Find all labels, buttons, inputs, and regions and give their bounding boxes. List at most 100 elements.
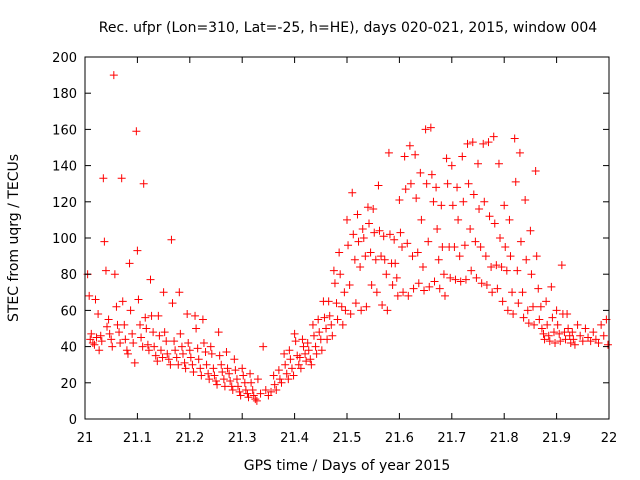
data-point [569, 335, 578, 344]
data-point [481, 252, 490, 261]
data-point [353, 210, 362, 219]
data-point [209, 364, 218, 373]
data-point [480, 197, 489, 206]
data-point [350, 255, 359, 264]
data-point [375, 226, 384, 235]
data-point [215, 351, 224, 360]
data-point [139, 179, 148, 188]
data-point [249, 391, 258, 400]
data-point [548, 313, 557, 322]
data-point [132, 127, 141, 136]
data-point [142, 324, 151, 333]
data-point [560, 328, 569, 337]
data-point [338, 320, 347, 329]
data-point [97, 337, 106, 346]
data-point [302, 357, 311, 366]
data-point [404, 291, 413, 300]
data-point [551, 338, 560, 347]
data-point [110, 270, 119, 279]
x-tick-label: 21.7 [437, 431, 466, 446]
data-point [129, 338, 138, 347]
data-point [505, 215, 514, 224]
data-point [118, 297, 127, 306]
data-point [497, 262, 506, 271]
data-point [539, 329, 548, 338]
data-point [489, 132, 498, 141]
data-point [177, 342, 186, 351]
data-point [427, 170, 436, 179]
data-point [515, 148, 524, 157]
plot-frame [84, 56, 610, 420]
data-point [498, 297, 507, 306]
data-point [589, 328, 598, 337]
data-point [133, 246, 142, 255]
data-point [309, 331, 318, 340]
data-point [285, 346, 294, 355]
y-tick-label: 80 [60, 268, 77, 283]
x-axis-ticks: 21 21.1 21.2 21.3 21.4 21.5 21.6 21.7 21.8 21.9 22 [77, 57, 617, 446]
data-point [523, 306, 532, 315]
x-tick-label: 21.4 [280, 431, 309, 446]
data-point [414, 279, 423, 288]
chart-title: Rec. ufpr (Lon=310, Lat=-25, h=HE), days… [99, 20, 598, 36]
data-point [492, 261, 501, 270]
data-point [369, 205, 378, 214]
data-point [214, 328, 223, 337]
data-point [126, 306, 135, 315]
data-point [586, 337, 595, 346]
data-point [280, 349, 289, 358]
data-point [120, 320, 129, 329]
data-point [115, 328, 124, 337]
data-point [545, 337, 554, 346]
data-point [556, 337, 565, 346]
data-point [289, 371, 298, 380]
data-point [220, 382, 229, 391]
data-point [141, 313, 150, 322]
data-point [493, 284, 502, 293]
data-point [454, 215, 463, 224]
data-point [308, 320, 317, 329]
data-point [578, 337, 587, 346]
data-point [417, 215, 426, 224]
data-point [564, 324, 573, 333]
data-point [557, 261, 566, 270]
data-point [383, 306, 392, 315]
y-tick-label: 140 [52, 160, 77, 175]
data-point [137, 333, 146, 342]
data-point [188, 360, 197, 369]
data-point [403, 239, 412, 248]
data-point [472, 273, 481, 282]
data-point [290, 329, 299, 338]
data-point [335, 248, 344, 257]
data-point [345, 281, 354, 290]
x-tick-label: 21.1 [123, 431, 152, 446]
data-point [540, 335, 549, 344]
plot-marks [83, 71, 612, 405]
data-point [206, 342, 215, 351]
data-point [576, 331, 585, 340]
data-point [252, 396, 261, 405]
data-point [138, 342, 147, 351]
data-point [223, 364, 232, 373]
data-point [363, 203, 372, 212]
data-point [213, 380, 222, 389]
data-point [253, 375, 262, 384]
data-point [413, 248, 422, 257]
x-tick-label: 21.8 [490, 431, 519, 446]
data-point [256, 389, 265, 398]
data-point [134, 295, 143, 304]
data-point [269, 371, 278, 380]
data-point [90, 340, 99, 349]
data-point [429, 197, 438, 206]
data-point [261, 386, 270, 395]
data-point [372, 288, 381, 297]
data-point [370, 228, 379, 237]
data-point [440, 291, 449, 300]
data-point [322, 324, 331, 333]
data-point [421, 125, 430, 134]
y-tick-label: 200 [52, 51, 77, 66]
data-point [594, 338, 603, 347]
data-point [267, 387, 276, 396]
data-point [112, 302, 121, 311]
data-point [511, 177, 520, 186]
